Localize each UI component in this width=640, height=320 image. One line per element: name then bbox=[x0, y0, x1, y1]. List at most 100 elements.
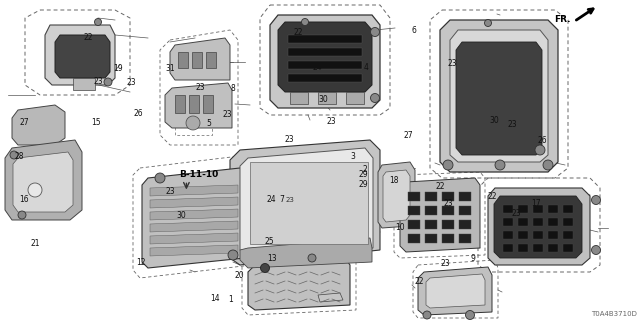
Circle shape bbox=[260, 263, 269, 273]
Bar bbox=[425, 206, 437, 215]
Circle shape bbox=[484, 20, 492, 27]
Bar bbox=[425, 220, 437, 229]
Bar bbox=[518, 205, 528, 213]
Text: 23: 23 bbox=[440, 260, 450, 268]
Circle shape bbox=[495, 160, 505, 170]
Bar bbox=[518, 231, 528, 239]
Bar bbox=[408, 206, 420, 215]
Polygon shape bbox=[378, 162, 415, 228]
Polygon shape bbox=[248, 258, 350, 310]
Text: 17: 17 bbox=[531, 199, 541, 208]
Polygon shape bbox=[288, 61, 362, 69]
Bar bbox=[290, 92, 308, 104]
Bar bbox=[548, 205, 558, 213]
Bar bbox=[192, 52, 202, 68]
Bar bbox=[459, 234, 471, 243]
Bar bbox=[533, 244, 543, 252]
Polygon shape bbox=[142, 168, 245, 268]
Text: 3: 3 bbox=[351, 152, 356, 161]
Text: 23: 23 bbox=[512, 209, 522, 218]
Text: FR.: FR. bbox=[554, 15, 571, 24]
Text: 23: 23 bbox=[165, 187, 175, 196]
Bar bbox=[533, 205, 543, 213]
Text: 23: 23 bbox=[195, 83, 205, 92]
Bar bbox=[533, 218, 543, 226]
Polygon shape bbox=[383, 170, 410, 222]
Polygon shape bbox=[450, 30, 548, 162]
Polygon shape bbox=[150, 233, 238, 244]
Circle shape bbox=[104, 78, 112, 86]
Bar bbox=[318, 92, 336, 104]
Polygon shape bbox=[426, 274, 485, 308]
Text: 16: 16 bbox=[19, 196, 29, 204]
Circle shape bbox=[301, 19, 308, 26]
Bar bbox=[518, 244, 528, 252]
Circle shape bbox=[308, 254, 316, 262]
Bar bbox=[346, 92, 364, 104]
Bar bbox=[442, 206, 454, 215]
Bar bbox=[459, 192, 471, 201]
Polygon shape bbox=[150, 245, 238, 256]
Polygon shape bbox=[170, 38, 230, 80]
Text: 23: 23 bbox=[508, 120, 517, 129]
Text: 22: 22 bbox=[488, 192, 497, 201]
Polygon shape bbox=[165, 83, 232, 128]
Bar bbox=[548, 244, 558, 252]
Text: 12: 12 bbox=[136, 258, 145, 267]
Polygon shape bbox=[230, 140, 380, 265]
Circle shape bbox=[535, 145, 545, 155]
Polygon shape bbox=[150, 209, 238, 220]
Text: 14: 14 bbox=[210, 294, 220, 303]
Bar bbox=[442, 192, 454, 201]
Polygon shape bbox=[288, 48, 362, 56]
Polygon shape bbox=[240, 148, 373, 258]
Bar bbox=[442, 234, 454, 243]
Polygon shape bbox=[240, 238, 372, 268]
Text: 22: 22 bbox=[435, 182, 445, 191]
Text: 23: 23 bbox=[93, 77, 103, 86]
Polygon shape bbox=[456, 42, 542, 155]
Text: 15: 15 bbox=[92, 118, 101, 127]
Text: 8: 8 bbox=[230, 84, 235, 93]
Polygon shape bbox=[150, 197, 238, 208]
Bar bbox=[459, 220, 471, 229]
Text: 26: 26 bbox=[133, 109, 143, 118]
Text: 24: 24 bbox=[267, 196, 276, 204]
Polygon shape bbox=[73, 78, 95, 90]
Circle shape bbox=[423, 311, 431, 319]
Text: 23: 23 bbox=[444, 199, 453, 208]
Bar bbox=[563, 205, 573, 213]
Text: 23: 23 bbox=[326, 117, 336, 126]
Text: 4: 4 bbox=[364, 63, 369, 72]
Polygon shape bbox=[13, 152, 73, 212]
Text: 22: 22 bbox=[294, 28, 303, 37]
Circle shape bbox=[371, 93, 380, 102]
Bar bbox=[503, 205, 513, 213]
Bar bbox=[203, 95, 213, 113]
Bar bbox=[408, 220, 420, 229]
Text: 23: 23 bbox=[285, 135, 294, 144]
Bar bbox=[548, 231, 558, 239]
Bar bbox=[518, 218, 528, 226]
Polygon shape bbox=[288, 74, 362, 82]
Text: 6: 6 bbox=[412, 26, 417, 35]
Circle shape bbox=[228, 250, 238, 260]
Text: 13: 13 bbox=[268, 254, 277, 263]
Circle shape bbox=[10, 151, 18, 159]
Bar bbox=[250, 162, 368, 244]
Text: 31: 31 bbox=[165, 64, 175, 73]
Text: 24: 24 bbox=[312, 63, 322, 72]
Circle shape bbox=[543, 160, 553, 170]
Circle shape bbox=[186, 116, 200, 130]
Text: 23: 23 bbox=[126, 78, 136, 87]
Circle shape bbox=[155, 173, 165, 183]
Polygon shape bbox=[150, 221, 238, 232]
Polygon shape bbox=[270, 15, 380, 108]
Text: 30: 30 bbox=[176, 211, 186, 220]
Text: 9: 9 bbox=[470, 254, 476, 263]
Circle shape bbox=[465, 310, 474, 319]
Polygon shape bbox=[5, 140, 82, 220]
Text: 23: 23 bbox=[448, 60, 458, 68]
Text: 19: 19 bbox=[113, 64, 123, 73]
Circle shape bbox=[371, 28, 380, 36]
